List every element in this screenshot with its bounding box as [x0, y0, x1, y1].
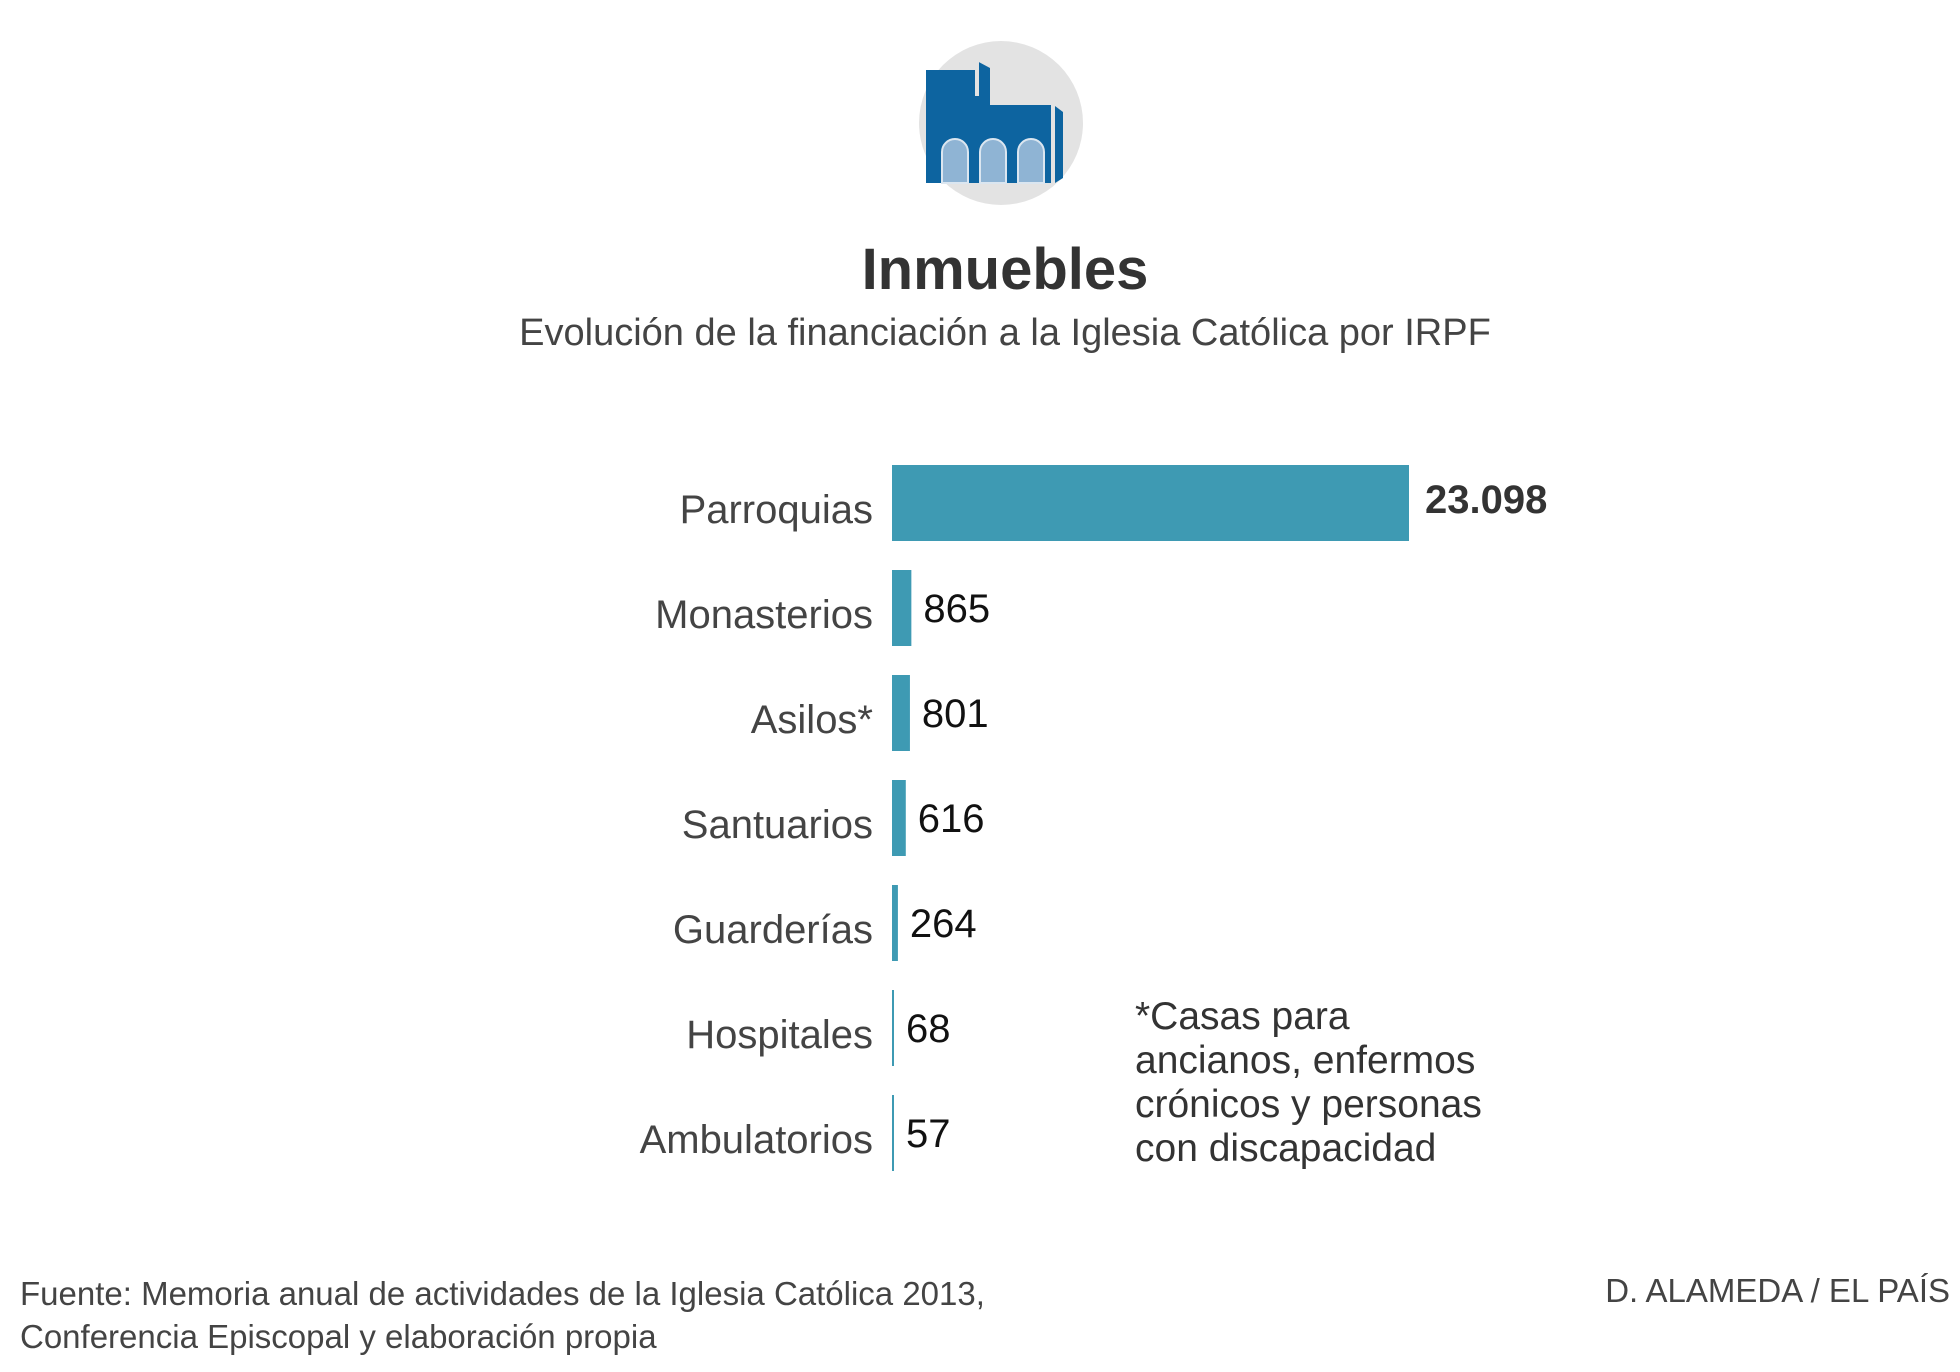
value-label: 57: [906, 1112, 951, 1156]
category-label: Hospitales: [686, 1013, 873, 1057]
category-label: Ambulatorios: [640, 1118, 873, 1162]
category-label: Guarderías: [673, 908, 873, 952]
chart-subtitle: Evolución de la financiación a la Iglesi…: [519, 312, 1491, 354]
bar-2: [892, 675, 910, 751]
source-note: Fuente: Memoria anual de actividades de …: [20, 1272, 985, 1358]
bar-1: [892, 570, 912, 646]
value-label: 616: [918, 797, 985, 841]
category-label: Monasterios: [655, 593, 873, 637]
bar-0: [892, 465, 1409, 541]
bar-5: [892, 990, 894, 1066]
category-label: Santuarios: [682, 803, 873, 847]
bar-chart: Parroquias 23.098 Monasterios 865 Asilos* 801…: [640, 465, 1547, 1171]
credit: D. ALAMEDA / EL PAÍS: [1605, 1272, 1950, 1309]
church-icon: [919, 41, 1083, 205]
source-line-1: Fuente: Memoria anual de actividades de …: [20, 1275, 985, 1312]
source-line-2: Conferencia Episcopal y elaboración prop…: [20, 1318, 657, 1355]
bar-6: [892, 1095, 894, 1171]
value-label: 264: [910, 902, 977, 946]
chart-title: Inmuebles: [861, 237, 1149, 302]
bar-3: [892, 780, 906, 856]
category-label: Parroquias: [680, 488, 873, 532]
value-label: 23.098: [1425, 478, 1547, 522]
bar-4: [892, 885, 898, 961]
value-label: 865: [923, 587, 990, 631]
value-label: 68: [906, 1007, 951, 1051]
footnote: *Casas para ancianos, enfermos crónicos …: [1135, 995, 1482, 1170]
category-label: Asilos*: [751, 698, 873, 742]
value-label: 801: [922, 692, 989, 736]
